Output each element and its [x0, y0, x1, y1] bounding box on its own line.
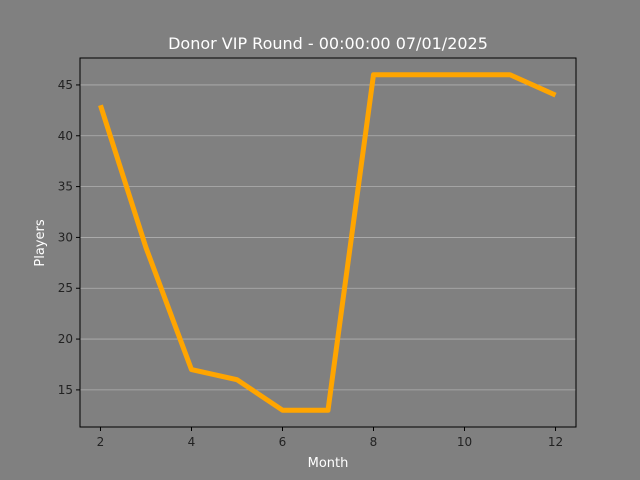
plot-frame — [79, 57, 577, 428]
x-tick-label: 10 — [457, 435, 472, 449]
y-tick-label: 25 — [58, 281, 73, 295]
y-axis-title: Players — [33, 219, 48, 266]
x-tick-label: 12 — [548, 435, 563, 449]
y-tick-label: 15 — [58, 383, 73, 397]
y-tick-label: 45 — [58, 78, 73, 92]
x-axis: 2 4 6 8 10 12 — [97, 427, 563, 449]
x-tick-label: 6 — [279, 435, 287, 449]
chart-title: Donor VIP Round - 00:00:00 07/01/2025 — [168, 34, 488, 53]
x-axis-title: Month — [308, 456, 349, 471]
x-tick-label: 8 — [370, 435, 378, 449]
y-tick-label: 20 — [58, 332, 73, 346]
y-tick-label: 40 — [58, 129, 73, 143]
y-axis: 15 20 25 30 35 40 45 — [58, 78, 80, 397]
y-tick-label: 30 — [58, 230, 73, 244]
x-tick-label: 2 — [97, 435, 105, 449]
y-tick-label: 35 — [58, 180, 73, 194]
x-tick-label: 4 — [188, 435, 196, 449]
series-layer — [98, 72, 557, 413]
